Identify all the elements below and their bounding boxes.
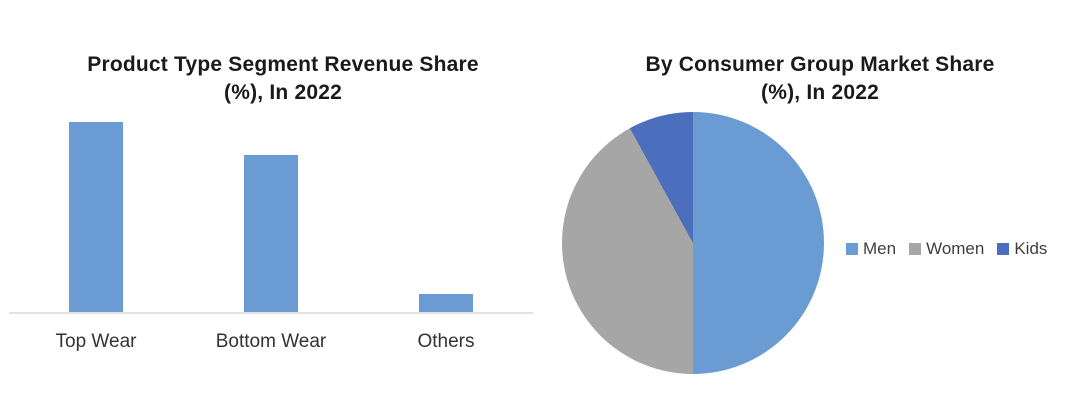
legend-label-kids: Kids — [1014, 239, 1048, 258]
bar-chart-title-line2: (%), In 2022 — [224, 81, 342, 105]
bar-chart-title: Product Type Segment Revenue Share (%), … — [23, 51, 543, 107]
legend-label-men: Men — [863, 239, 897, 258]
pie-chart-title: By Consumer Group Market Share (%), In 2… — [560, 51, 1080, 107]
pie-chart-title-line1: By Consumer Group Market Share — [645, 53, 995, 77]
bar-chart-title-line1: Product Type Segment Revenue Share — [87, 53, 479, 77]
legend-item-kids: Kids — [997, 240, 1047, 257]
legend-label-women: Women — [926, 239, 985, 258]
legend-swatch-kids-icon — [997, 242, 1010, 255]
category-label-bottom-wear: Bottom Wear — [215, 331, 327, 352]
legend-item-women: Women — [909, 240, 984, 257]
category-label-top-wear: Top Wear — [55, 331, 137, 352]
bar-top-wear — [69, 122, 123, 312]
legend-swatch-women-icon — [909, 242, 922, 255]
x-axis-line — [9, 312, 533, 314]
bar-others — [419, 294, 473, 312]
pie-legend: Men Women Kids — [846, 240, 1047, 257]
pie-chart-title-line2: (%), In 2022 — [761, 81, 879, 105]
legend-item-men: Men — [846, 240, 896, 257]
legend-swatch-men-icon — [846, 242, 858, 255]
category-label-others: Others — [417, 331, 475, 352]
bar-bottom-wear — [244, 155, 298, 312]
pie-chart — [562, 112, 824, 374]
